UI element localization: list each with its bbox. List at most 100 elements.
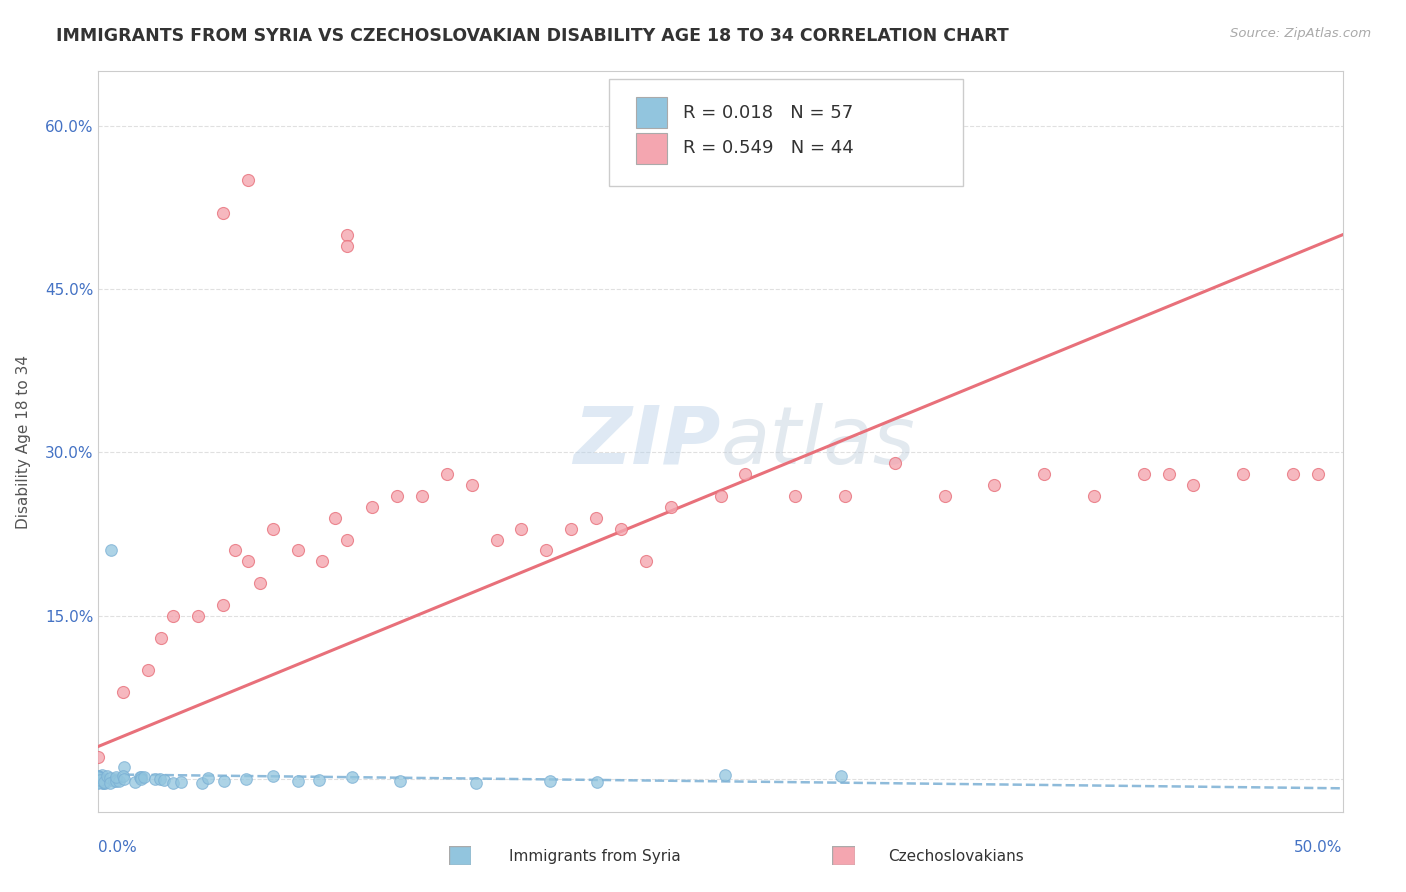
Point [87, 770, 110, 784]
Point [87, 776, 110, 790]
Point [89, 773, 111, 788]
Point [87, 770, 110, 784]
Point [224, 543, 246, 558]
Text: 0.0%: 0.0% [98, 840, 138, 855]
Point [634, 554, 657, 568]
Point [1083, 489, 1105, 503]
Point [1157, 467, 1180, 482]
Point [89, 772, 111, 786]
Point [100, 771, 122, 785]
Text: Source: ZipAtlas.com: Source: ZipAtlas.com [1230, 27, 1371, 40]
Point [585, 510, 607, 524]
Point [336, 238, 359, 252]
Point [90, 768, 112, 782]
Point [536, 543, 558, 558]
Point [87, 774, 110, 789]
Point [96, 769, 118, 783]
Point [100, 543, 122, 558]
Point [1232, 467, 1254, 482]
Point [197, 771, 219, 785]
Point [883, 456, 905, 470]
Point [91, 776, 114, 790]
Point [385, 489, 408, 503]
Point [87, 770, 110, 784]
Point [336, 533, 359, 547]
Point [610, 522, 633, 536]
Point [934, 489, 956, 503]
Point [87, 769, 110, 783]
Point [108, 773, 131, 788]
Point [112, 685, 135, 699]
Point [659, 500, 682, 514]
Point [87, 769, 110, 783]
Point [834, 489, 856, 503]
Point [236, 554, 259, 568]
Point [249, 576, 271, 591]
Point [235, 772, 257, 786]
Point [111, 769, 134, 783]
Point [143, 772, 166, 786]
Point [287, 774, 309, 789]
FancyBboxPatch shape [609, 78, 963, 186]
Point [162, 608, 184, 623]
Point [87, 773, 110, 788]
Point [104, 773, 127, 788]
Point [93, 776, 115, 790]
Point [103, 773, 125, 788]
Point [1033, 467, 1056, 482]
Point [361, 500, 384, 514]
Point [510, 522, 533, 536]
Point [411, 489, 433, 503]
Point [87, 774, 110, 789]
Point [388, 774, 411, 789]
Point [170, 775, 193, 789]
Point [287, 543, 309, 558]
Y-axis label: Disability Age 18 to 34: Disability Age 18 to 34 [17, 354, 31, 529]
Point [162, 776, 184, 790]
Point [460, 478, 484, 492]
Text: IMMIGRANTS FROM SYRIA VS CZECHOSLOVAKIAN DISABILITY AGE 18 TO 34 CORRELATION CHA: IMMIGRANTS FROM SYRIA VS CZECHOSLOVAKIAN… [56, 27, 1010, 45]
Text: ZIP: ZIP [574, 402, 721, 481]
Point [211, 598, 233, 612]
Point [149, 772, 172, 786]
Point [134, 770, 156, 784]
Point [93, 775, 115, 789]
Point [112, 760, 135, 774]
Point [830, 769, 852, 783]
Point [211, 206, 233, 220]
Point [340, 770, 363, 784]
Text: R = 0.018   N = 57: R = 0.018 N = 57 [683, 103, 853, 122]
Point [136, 663, 159, 677]
Point [436, 467, 458, 482]
Point [262, 768, 284, 782]
Point [91, 774, 114, 789]
Point [87, 770, 110, 784]
Point [236, 173, 259, 187]
FancyBboxPatch shape [636, 97, 666, 128]
Point [149, 631, 172, 645]
Point [1182, 478, 1205, 492]
Point [90, 773, 112, 788]
Point [1132, 467, 1154, 482]
Point [129, 770, 152, 784]
FancyBboxPatch shape [636, 133, 666, 164]
Point [187, 608, 209, 623]
Point [131, 770, 153, 784]
Text: 50.0%: 50.0% [1295, 840, 1343, 855]
Point [89, 775, 111, 789]
Point [1306, 467, 1329, 482]
Point [323, 510, 346, 524]
Point [129, 772, 152, 786]
Point [785, 489, 807, 503]
Point [87, 769, 110, 783]
Point [191, 776, 214, 790]
Text: atlas: atlas [721, 402, 915, 481]
Point [87, 750, 110, 764]
Point [214, 773, 236, 788]
Text: Immigrants from Syria: Immigrants from Syria [509, 849, 681, 863]
Point [98, 776, 121, 790]
Point [710, 489, 733, 503]
Point [153, 772, 176, 787]
Point [465, 776, 488, 790]
Point [91, 776, 114, 790]
